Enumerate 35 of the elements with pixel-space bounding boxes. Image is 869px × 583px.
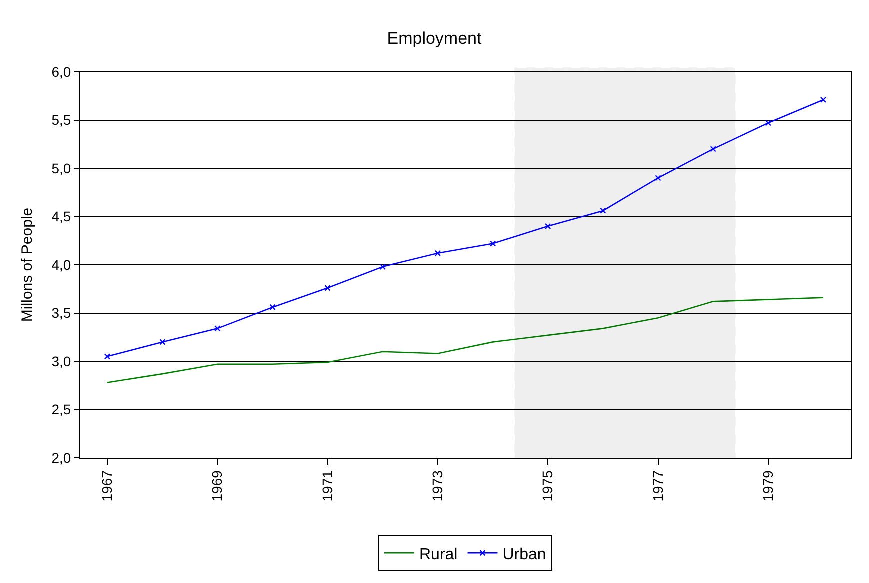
point [380, 264, 386, 270]
y-tick-label: 2,5 [52, 402, 72, 418]
legend-label: Urban [502, 546, 546, 564]
x-tick-label: 1973 [430, 470, 446, 502]
point [765, 120, 772, 126]
point [820, 96, 827, 104]
point [545, 223, 552, 230]
point [434, 250, 442, 257]
x-tick-label: 1979 [760, 470, 776, 502]
y-tick-label: 5,5 [52, 112, 72, 128]
y-tick-label: 5,0 [52, 160, 72, 176]
x-tick-label: 1971 [319, 470, 336, 502]
y-tick-label: 2,0 [52, 450, 72, 466]
y-tick-label: 6,0 [52, 64, 72, 80]
point [710, 146, 716, 152]
line-series [106, 297, 824, 384]
chart-title: Employment [387, 28, 482, 48]
y-axis-title: Millons of People [18, 208, 36, 322]
point [270, 304, 276, 311]
point [160, 339, 166, 346]
y-tick-label: 3,0 [52, 353, 72, 370]
point [104, 354, 111, 360]
point [490, 240, 496, 247]
x-tick-label: 1977 [650, 470, 666, 502]
legend-label: Rural [420, 546, 458, 564]
point [655, 175, 662, 182]
y-tick-label: 4,0 [52, 256, 72, 273]
point [324, 285, 331, 292]
x-tick-label: 1969 [209, 470, 226, 502]
y-tick-label: 4,5 [52, 208, 72, 225]
point [600, 208, 606, 214]
point [214, 326, 221, 332]
x-tick-label: 1967 [99, 470, 116, 502]
y-tick-label: 3,5 [52, 305, 72, 322]
x-tick-label: 1975 [540, 470, 556, 502]
